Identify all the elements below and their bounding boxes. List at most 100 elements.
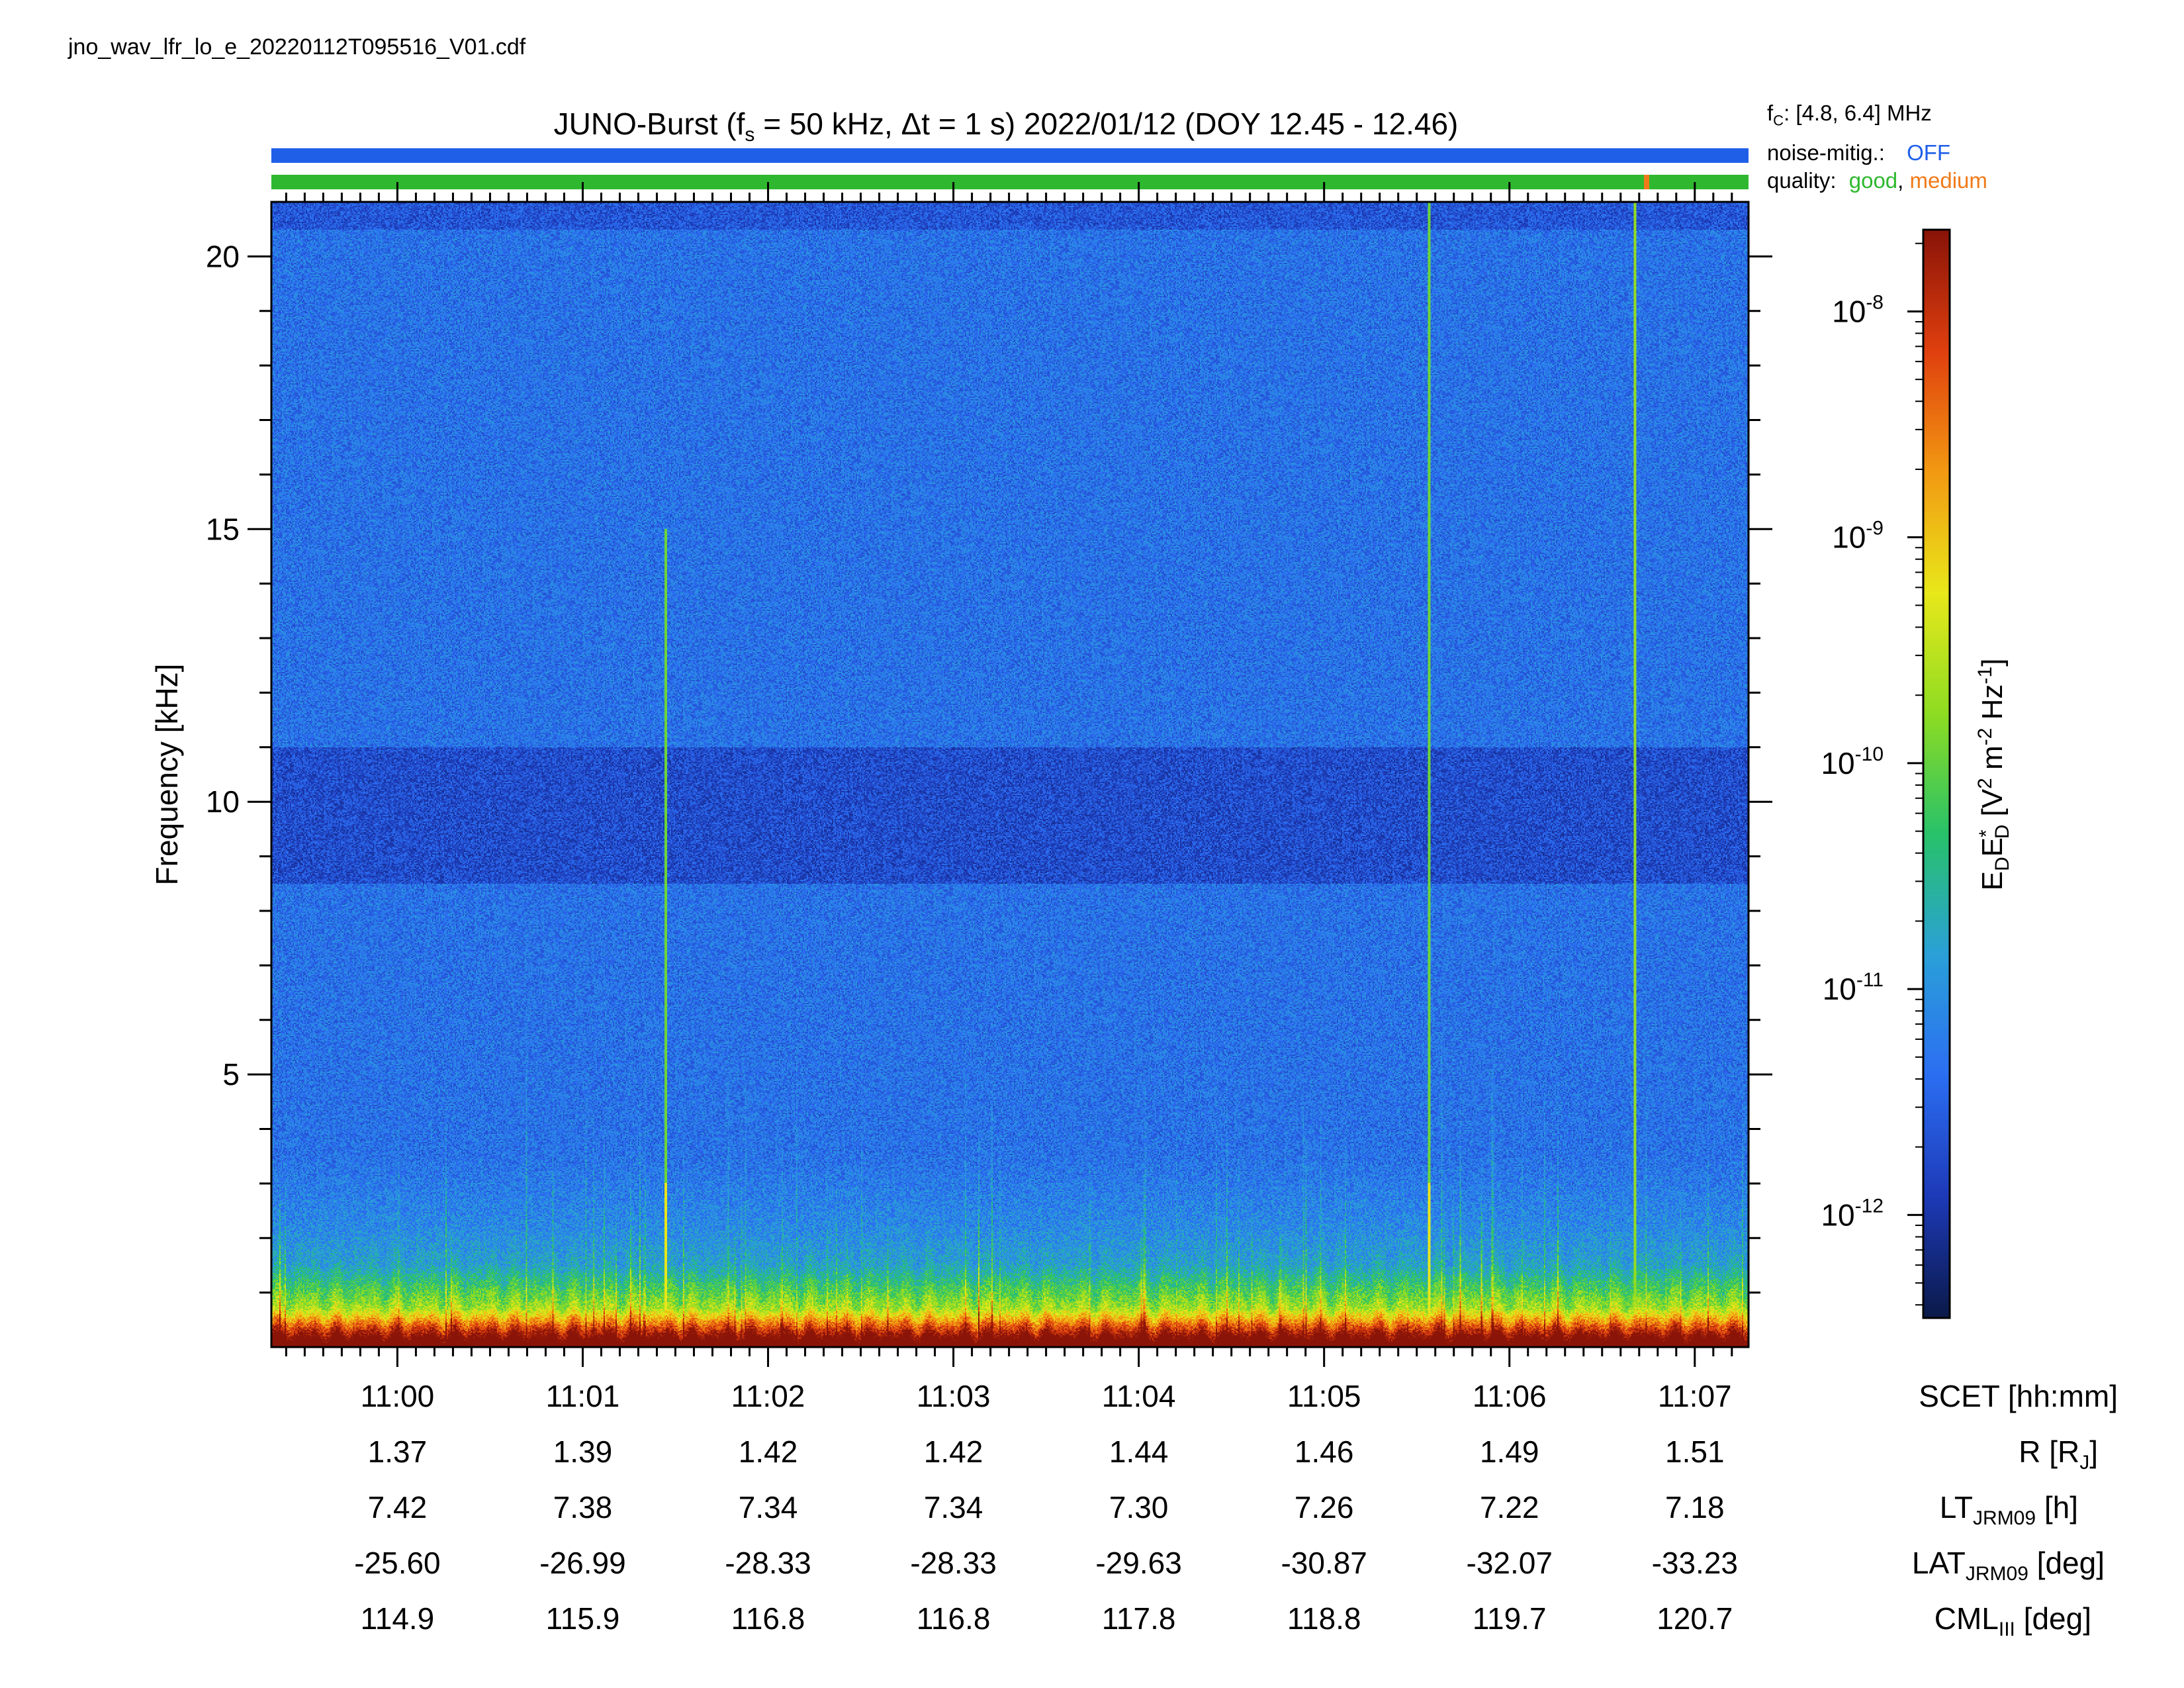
ephem-cml-value: 117.8 (1101, 1601, 1176, 1636)
ephem-cml-value: 120.7 (1657, 1601, 1733, 1636)
ephem-lt-value: 7.30 (1109, 1490, 1169, 1524)
ephem-label-lt: LTJRM09 [h] (1940, 1489, 2078, 1530)
y-tick-label: 10 (206, 784, 240, 819)
ephem-scet-value: 11:04 (1101, 1379, 1176, 1413)
quality-good: good (1848, 168, 1898, 193)
y-tick-label: 15 (206, 512, 240, 546)
colorbar (1923, 230, 1950, 1318)
ephem-cml-value: 116.8 (916, 1601, 991, 1636)
colorbar-tick-label: 10-11 (1823, 969, 1884, 1006)
noise-mitigation-bar (271, 148, 1749, 163)
lat-sub: JRM09 (1965, 1563, 2028, 1585)
ephem-lt-value: 7.18 (1665, 1490, 1725, 1524)
fc-sub: C (1773, 112, 1784, 129)
colorbar-label-exp2: -2 (1974, 728, 1996, 746)
ephem-lt-value: 7.26 (1294, 1490, 1354, 1524)
ephem-lat-value: -25.60 (354, 1546, 441, 1580)
colorbar-tick-label: 10-8 (1832, 291, 1884, 328)
spectrogram-plot (271, 202, 1749, 1347)
y-axis-ticks: 5 10 15 20 (206, 239, 1772, 1294)
ephem-scet-value: 11:07 (1657, 1379, 1732, 1413)
ephem-scet-value: 11:02 (731, 1379, 805, 1413)
title-rest: = 50 kHz, Δt = 1 s) 2022/01/12 (DOY 12.4… (754, 107, 1459, 141)
ephem-r-value: 1.49 (1479, 1434, 1539, 1469)
colorbar-label-sub2: D (1991, 825, 2013, 839)
ephem-lt-value: 7.34 (923, 1490, 983, 1524)
chart-title: JUNO-Burst (fs = 50 kHz, Δt = 1 s) 2022/… (265, 106, 1747, 146)
y-tick-label: 20 (206, 239, 240, 273)
colorbar-tick-label: 10-9 (1832, 518, 1884, 555)
quality-sep: , (1897, 168, 1904, 193)
noise-label: noise-mitig.: (1767, 140, 1885, 165)
quality-medium: medium (1909, 168, 1987, 193)
quality-status: quality: good, medium (1767, 168, 1987, 193)
r-sub: J (2079, 1452, 2090, 1474)
noise-mitigation-status: noise-mitig.: OFF (1767, 140, 1950, 165)
colorbar-tick-label: 10-10 (1821, 743, 1884, 780)
ephem-cml-value: 116.8 (731, 1601, 805, 1636)
ephem-scet-value: 11:05 (1287, 1379, 1361, 1413)
noise-value: OFF (1907, 140, 1951, 165)
r-main: R [R (2019, 1434, 2080, 1469)
lat-end: [deg] (2028, 1546, 2105, 1580)
title-sub: s (745, 124, 755, 146)
ephem-lat-value: -28.33 (725, 1546, 811, 1580)
ephem-cml-value: 114.9 (360, 1601, 435, 1636)
ephem-lt-value: 7.22 (1479, 1490, 1539, 1524)
colorbar-label-m: m (1976, 745, 2009, 778)
lt-main: LT (1939, 1490, 1974, 1524)
y-axis-label: Frequency [kHz] (150, 664, 184, 886)
file-label: jno_wav_lfr_lo_e_20220112T095516_V01.cdf (68, 34, 526, 60)
ephem-label-r: R [RJ] (2019, 1434, 2098, 1474)
lt-end: [h] (2036, 1490, 2078, 1524)
ephem-cml-value: 118.8 (1287, 1601, 1361, 1636)
colorbar-label-sub1: D (1991, 857, 2013, 871)
ephem-label-cml: CMLIII [deg] (1934, 1601, 2091, 1641)
ephem-lt-value: 7.34 (738, 1490, 798, 1524)
ephem-r-value: 1.51 (1665, 1434, 1725, 1469)
ephem-r-value: 1.42 (738, 1434, 798, 1469)
colorbar-label-hz: Hz (1976, 684, 2009, 728)
ephem-scet-value: 11:03 (916, 1379, 991, 1413)
y-tick-label: 5 (222, 1057, 240, 1092)
ephem-label-lat: LATJRM09 [deg] (1912, 1545, 2105, 1585)
cml-main: CML (1934, 1601, 1999, 1636)
fc-prefix: f (1767, 101, 1774, 125)
title-prefix: JUNO-Burst (f (553, 107, 745, 141)
cml-end: [deg] (2015, 1601, 2091, 1636)
ephem-scet-value: 11:06 (1472, 1379, 1547, 1413)
colorbar-label-exp3: -1 (1974, 667, 1996, 684)
lt-sub: JRM09 (1973, 1507, 2036, 1530)
r-end: ] (2089, 1434, 2098, 1469)
quality-bar (271, 175, 1749, 189)
colorbar-label-e2: E (1976, 837, 2009, 857)
ephem-scet-value: 11:00 (360, 1379, 435, 1413)
ephem-r-value: 1.42 (923, 1434, 983, 1469)
ephem-r-value: 1.44 (1109, 1434, 1169, 1469)
ephem-lat-value: -33.23 (1651, 1546, 1738, 1580)
colorbar-label-close: ] (1976, 659, 2009, 667)
colorbar-label-units: [V (1976, 788, 2009, 824)
ephem-lat-value: -29.63 (1095, 1546, 1182, 1580)
plot-frame (270, 201, 1750, 1348)
ephem-r-value: 1.39 (553, 1434, 613, 1469)
ephem-lat-value: -28.33 (910, 1546, 997, 1580)
ephem-r-value: 1.37 (367, 1434, 428, 1469)
quality-label: quality: (1767, 168, 1837, 193)
ephem-lat-value: -30.87 (1281, 1546, 1367, 1580)
ephem-r-value: 1.46 (1294, 1434, 1354, 1469)
ephem-scet-value: 11:01 (545, 1379, 620, 1413)
ephem-lat-value: -32.07 (1466, 1546, 1553, 1580)
ephem-cml-value: 115.9 (545, 1601, 620, 1636)
colorbar-frame (1922, 228, 1951, 1319)
colorbar-tick-label: 10-12 (1821, 1195, 1884, 1232)
fc-label: fC: [4.8, 6.4] MHz (1767, 101, 1932, 130)
lat-main: LAT (1911, 1546, 1966, 1580)
ephem-cml-value: 119.7 (1472, 1601, 1547, 1636)
colorbar-label-e1: E (1976, 871, 2009, 890)
colorbar-label-exp1: 2 (1974, 778, 1996, 789)
colorbar-ticks: 10-12 10-11 10-10 10-9 10-8 (1821, 242, 1923, 1306)
ephem-lat-value: -26.99 (539, 1546, 626, 1580)
x-axis-ticks (285, 182, 1733, 1367)
